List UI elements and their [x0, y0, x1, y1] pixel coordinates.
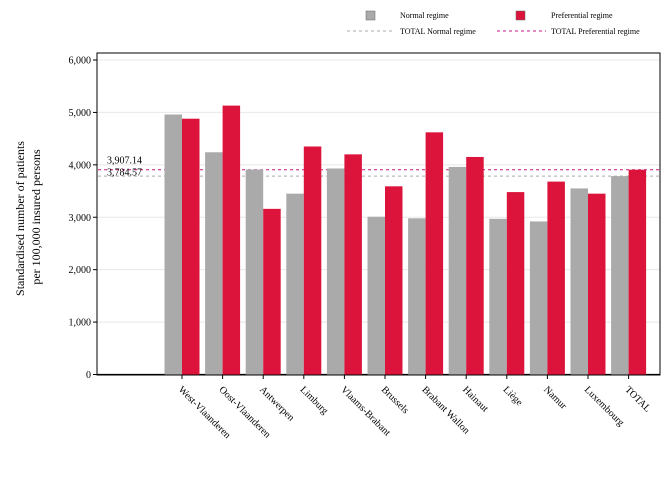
x-tick-label: Limburg: [298, 384, 330, 416]
plot-frame: [96, 52, 661, 376]
y-tick-label: 3,000: [69, 213, 92, 224]
bars: [164, 105, 647, 375]
x-tick-label: Antwerpen: [257, 384, 296, 423]
bar-preferential: [344, 154, 362, 375]
y-axis-title-line-1: Standardised number of patients: [13, 141, 27, 296]
y-tick-label: 2,000: [69, 265, 92, 276]
bar-normal: [164, 114, 182, 375]
legend-label-total-normal: TOTAL Normal regime: [400, 27, 476, 36]
legend-swatch-preferential: [515, 10, 526, 21]
y-axis: 0 1,000 2,000 3,000 4,000 5,000 6,000: [69, 56, 97, 381]
x-tick-label: Brussels: [379, 384, 411, 416]
bar-preferential: [263, 208, 281, 375]
legend-swatch-normal: [365, 10, 376, 21]
legend-label-preferential: Preferential regime: [551, 11, 613, 20]
x-tick-label: Namur: [541, 384, 569, 412]
x-tick-label: TOTAL: [622, 384, 652, 414]
y-tick-label: 5,000: [69, 108, 92, 119]
bar-preferential: [588, 193, 606, 375]
bar-preferential: [506, 192, 525, 375]
bar-normal: [367, 216, 385, 375]
bar-normal: [611, 176, 629, 375]
y-tick-label: 4,000: [69, 160, 92, 171]
bar-normal: [286, 193, 304, 375]
bar-preferential: [628, 169, 647, 375]
bar-normal: [245, 169, 264, 375]
legend-label-normal: Normal regime: [400, 11, 449, 20]
bar-normal: [570, 188, 588, 375]
bar-normal: [448, 166, 467, 375]
x-tick-label: Hainaut: [460, 384, 490, 414]
bar-preferential: [182, 118, 200, 375]
bar-normal: [408, 218, 426, 375]
y-tick-label: 0: [86, 370, 91, 381]
bar-preferential: [303, 146, 322, 375]
y-tick-label: 6,000: [69, 56, 92, 67]
bar-normal: [489, 218, 507, 375]
reference-labels: 3,907.143,784.57: [107, 156, 142, 179]
y-axis-title-line-2: per 100,000 insured persons: [29, 149, 43, 285]
bar-normal: [205, 152, 223, 375]
legend-label-total-preferential: TOTAL Preferential regime: [551, 27, 640, 36]
x-tick-label: Luxembourg: [582, 384, 626, 428]
bar-normal: [529, 221, 548, 375]
y-axis-title: Standardised number of patients per 100,…: [13, 138, 43, 296]
bar-preferential: [466, 156, 484, 375]
bar-preferential: [385, 186, 403, 375]
y-tick-label: 1,000: [69, 318, 92, 329]
x-tick-label: Liège: [501, 384, 525, 408]
bar-preferential: [425, 132, 444, 375]
bar-preferential: [222, 105, 241, 375]
bar-preferential: [547, 181, 565, 375]
legend: Normal regime Preferential regime TOTAL …: [347, 10, 640, 36]
reference-line-label: 3,907.14: [107, 156, 142, 167]
reference-line-label: 3,784.57: [107, 168, 142, 179]
bar-normal: [326, 168, 345, 375]
